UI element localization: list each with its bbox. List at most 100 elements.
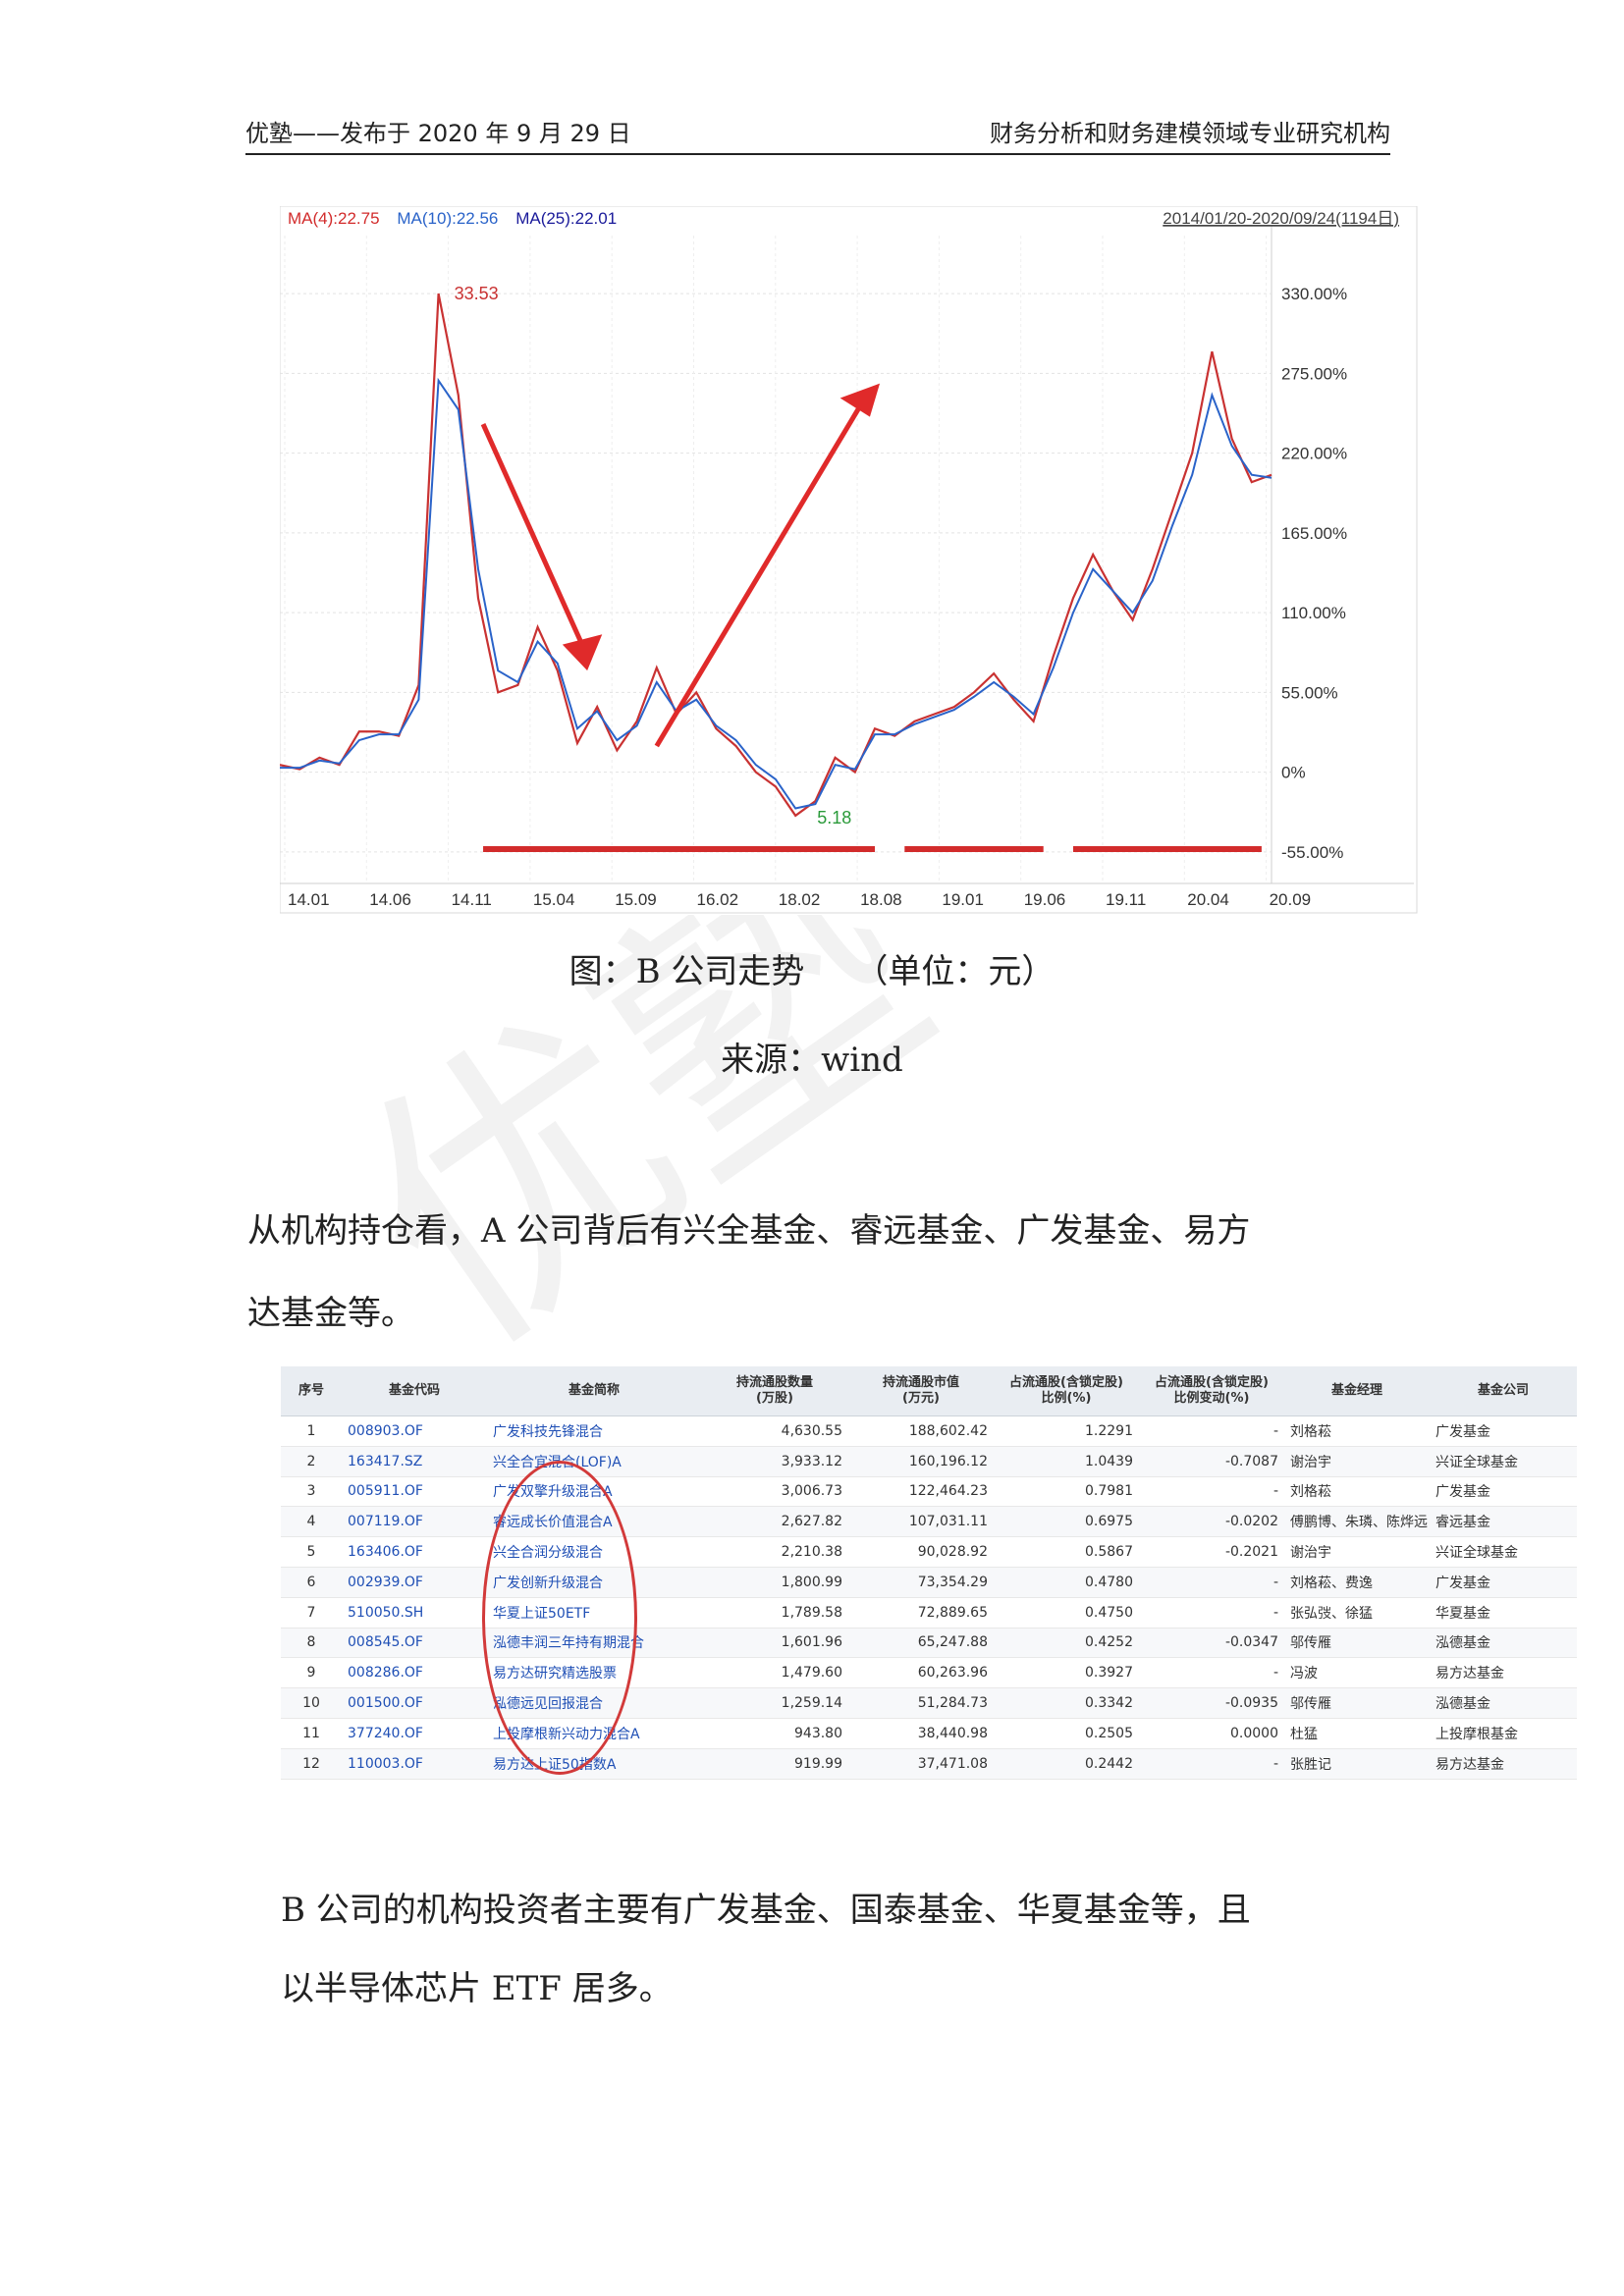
x-tick-label: 18.08 [860,890,902,909]
table-cell: 4 [281,1506,342,1538]
price-line [280,293,1272,818]
table-cell: -0.2021 [1139,1536,1284,1568]
table-cell: - [1139,1476,1284,1508]
table-row: 11 377240.OF 上投摩根新兴动力混合A 943.80 38,440.98 0.2… [281,1718,1577,1749]
table-cell: 37,471.08 [848,1748,994,1780]
y-tick-label: 0% [1281,764,1306,782]
table-header-7: 基金经理 [1284,1366,1430,1416]
stock-chart: MA(4):22.75 MA(10):22.56 MA(25):22.01 2014/… [280,206,1419,915]
table-cell[interactable]: 163406.OF [342,1536,487,1568]
table-row: 4 007119.OF 睿远成长价值混合A 2,627.82 107,031.11 0.6… [281,1506,1577,1538]
table-cell[interactable]: 110003.OF [342,1748,487,1780]
table-cell: 0.3342 [994,1687,1139,1719]
bottom-marker-strip [1073,846,1262,852]
y-tick-label: 220.00% [1281,445,1347,463]
table-header-6: 占流通股(含锁定股) 比例变动(%) [1139,1366,1284,1416]
table-cell: 泓德基金 [1430,1628,1577,1659]
table-header-2: 基金简称 [487,1366,701,1416]
table-cell[interactable]: 005911.OF [342,1476,487,1508]
table-cell: 刘格菘、费逸 [1284,1567,1430,1598]
chart-source: 来源：wind [721,1041,903,1080]
table-cell: 0.3927 [994,1657,1139,1689]
ma-label-2: MA(25):22.01 [515,209,617,228]
table-cell: 1,259.14 [701,1687,848,1719]
table-cell: 0.5867 [994,1536,1139,1568]
table-row: 7 510050.SH 华夏上证50ETF 1,789.58 72,889.65 0.47… [281,1597,1577,1629]
table-cell[interactable]: 007119.OF [342,1506,487,1538]
x-tick-label: 19.01 [942,890,984,909]
table-cell[interactable]: 008286.OF [342,1657,487,1689]
table-cell[interactable]: 377240.OF [342,1718,487,1749]
table-cell[interactable]: 002939.OF [342,1567,487,1598]
x-tick-label: 19.06 [1024,890,1066,909]
table-cell: 0.6975 [994,1506,1139,1538]
chart-svg: MA(4):22.75 MA(10):22.56 MA(25):22.01 2014/… [280,206,1418,914]
table-cell: 3,933.12 [701,1446,848,1477]
table-row: 3 005911.OF 广发双擎升级混合A 3,006.73 122,464.23 0.7… [281,1476,1577,1508]
table-cell: 11 [281,1718,342,1749]
chart-caption: 图：B 公司走势 （单位：元） [568,952,1056,991]
table-cell: 广发基金 [1430,1476,1577,1508]
table-cell: 0.7981 [994,1476,1139,1508]
table-cell: 易方达基金 [1430,1748,1577,1780]
table-header-3: 持流通股数量 (万股) [701,1366,848,1416]
date-range-label: 2014/01/20-2020/09/24(1194日) [1163,209,1399,228]
table-cell: 张弘弢、徐猛 [1284,1597,1430,1629]
table-cell[interactable]: 008903.OF [342,1415,487,1447]
paragraph-2-line-2: 以半导体芯片 ETF 居多。 [281,1969,673,2008]
table-cell: 邬传雁 [1284,1687,1430,1719]
table-row: 10 001500.OF 泓德远见回报混合 1,259.14 51,284.73 0.33… [281,1687,1577,1719]
x-tick-label: 14.11 [452,890,492,909]
table-cell: 1,800.99 [701,1567,848,1598]
down-arrow [480,423,590,658]
table-cell: 0.4780 [994,1567,1139,1598]
table-row: 2 163417.SZ 兴全合宜混合(LOF)A 3,933.12 160,196.12… [281,1446,1577,1477]
table-cell[interactable]: 008545.OF [342,1628,487,1659]
header-right: 财务分析和财务建模领域专业研究机构 [990,120,1390,147]
table-cell[interactable]: 510050.SH [342,1597,487,1629]
table-cell[interactable]: 001500.OF [342,1687,487,1719]
paragraph-1-line-2: 达基金等。 [247,1294,414,1333]
table-cell: 0.4252 [994,1628,1139,1659]
table-cell[interactable]: 广发科技先锋混合 [487,1415,701,1447]
table-cell[interactable]: 兴全合宜混合(LOF)A [487,1446,701,1477]
paragraph-1-line-1: 从机构持仓看，A 公司背后有兴全基金、睿远基金、广发基金、易方 [247,1211,1251,1251]
table-cell: - [1139,1567,1284,1598]
table-cell: 易方达基金 [1430,1657,1577,1689]
table-cell: 3 [281,1476,342,1508]
table-cell: 上投摩根基金 [1430,1718,1577,1749]
table-cell: 60,263.96 [848,1657,994,1689]
table-cell: 0.2442 [994,1748,1139,1780]
table-cell: 冯波 [1284,1657,1430,1689]
table-cell: 5 [281,1536,342,1568]
table-cell: 张胜记 [1284,1748,1430,1780]
table-row: 1 008903.OF 广发科技先锋混合 4,630.55 188,602.42 1.22… [281,1415,1577,1447]
table-cell: 2,627.82 [701,1506,848,1538]
table-cell: 1,789.58 [701,1597,848,1629]
table-cell: 122,464.23 [848,1476,994,1508]
up-arrow-head [839,383,881,417]
table-cell[interactable]: 163417.SZ [342,1446,487,1477]
table-cell: -0.0935 [1139,1687,1284,1719]
ma-label-1: MA(10):22.56 [397,209,498,228]
table-header-1: 基金代码 [342,1366,487,1416]
highlight-circle [482,1461,637,1775]
y-tick-label: 275.00% [1281,364,1347,383]
table-cell: 泓德基金 [1430,1687,1577,1719]
table-row: 12 110003.OF 易方达上证50指数A 919.99 37,471.08 0.24… [281,1748,1577,1780]
y-tick-label: 55.00% [1281,683,1338,702]
ma-label-0: MA(4):22.75 [288,209,380,228]
ma-line [280,377,1272,810]
table-row: 6 002939.OF 广发创新升级混合 1,800.99 73,354.29 0.478… [281,1567,1577,1598]
table-cell: 188,602.42 [848,1415,994,1447]
table-cell: 2,210.38 [701,1536,848,1568]
table-cell: 38,440.98 [848,1718,994,1749]
table-cell: 1,479.60 [701,1657,848,1689]
table-cell: 919.99 [701,1748,848,1780]
table-header-8: 基金公司 [1430,1366,1577,1416]
table-row: 8 008545.OF 泓德丰润三年持有期混合 1,601.96 65,247.88 0.… [281,1628,1577,1659]
bottom-marker-strip [904,846,1044,852]
bottom-marker-strip [483,846,875,852]
table-cell: 兴证全球基金 [1430,1536,1577,1568]
y-tick-label: 330.00% [1281,285,1347,303]
